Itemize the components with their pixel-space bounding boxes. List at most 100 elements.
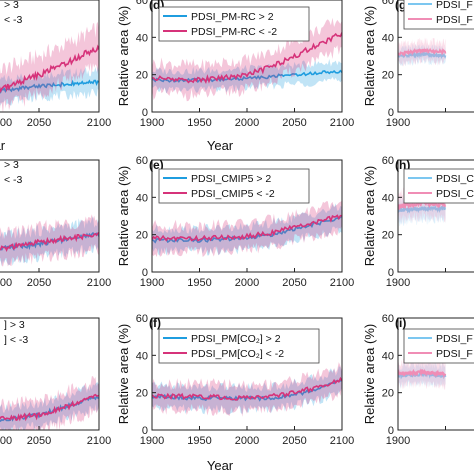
legend-label: PDSI_F [436, 14, 473, 26]
y-tick-label: 0 [142, 267, 148, 279]
series-line [398, 368, 447, 379]
y-tick-label: 40 [136, 192, 148, 204]
x-tick-label: 2050 [27, 277, 51, 289]
plot-area [0, 214, 99, 267]
y-tick-label: 0 [388, 107, 394, 119]
x-axis-label: Year [207, 458, 234, 473]
x-tick-label: 1900 [140, 277, 164, 289]
y-axis-label: Relative area (%) [116, 166, 131, 266]
legend-label: < -3 [4, 174, 23, 186]
y-tick-label: 60 [136, 313, 148, 325]
y-tick-label: 60 [382, 0, 394, 7]
y-tick-label: 20 [382, 70, 394, 82]
y-axis-label: Relative area (%) [116, 324, 131, 424]
x-tick-label: 1900 [140, 435, 164, 447]
legend-label: ] < -3 [4, 334, 28, 346]
legend-label: PDSI_PM-RC > 2 [191, 11, 274, 23]
x-tick-label: 1900 [386, 117, 410, 129]
legend: > 3 < -3 [4, 0, 23, 26]
y-tick-label: 20 [136, 230, 148, 242]
legend-label: PDSI_CMIP5 < -2 [191, 188, 275, 200]
panel-label: (e) [149, 158, 164, 172]
legend: PDSI_F PDSI_F [403, 328, 474, 364]
legend-label: < -3 [4, 14, 23, 26]
x-tick-label: 2050 [282, 117, 306, 129]
y-tick-label: 20 [382, 230, 394, 242]
plot-area [398, 356, 447, 390]
y-tick-label: 0 [388, 425, 394, 437]
legend: ] > 3] < -3 [4, 319, 28, 346]
panel-label: (h) [395, 158, 410, 172]
series-line [398, 49, 447, 60]
legend-box [403, 328, 474, 364]
legend-box [158, 6, 310, 42]
series-line [152, 376, 342, 401]
legend-label: PDSI_PM-RC < -2 [191, 26, 277, 38]
panel-4: 2050 2100 00 > 3 < -3 [0, 159, 111, 289]
x-tick-label: 2050 [282, 277, 306, 289]
y-axis-label: Relative area (%) [362, 6, 377, 106]
x-tick-label: 2100 [330, 435, 354, 447]
plot-area [0, 376, 99, 430]
x-tick-label: 2050 [27, 117, 51, 129]
legend-label: PDSI_C [436, 188, 474, 200]
x-tick-label: 2100 [330, 277, 354, 289]
legend-box [403, 168, 474, 204]
x-tick-label: 1950 [187, 277, 211, 289]
legend: > 3 < -3 [4, 159, 23, 186]
y-tick-label: 40 [382, 32, 394, 44]
x-tick-label: 1900 [386, 435, 410, 447]
series-band [152, 362, 342, 417]
series-band [152, 366, 342, 415]
series-band [152, 200, 342, 257]
panel-5: 0 20 40 60 1900 1950 2000 2050 2100 Relative area… [116, 155, 354, 289]
series-band [0, 214, 99, 267]
plot-area [152, 362, 342, 417]
y-tick-label: 60 [382, 155, 394, 167]
series-line [152, 32, 342, 85]
axes-frame [0, 317, 100, 431]
legend-label: PDSI_F [436, 333, 473, 345]
series-line [0, 79, 99, 94]
panel-label: (i) [395, 316, 406, 330]
panel-8: 0 20 40 60 1900 1950 2000 2050 2100 Relative area… [116, 313, 354, 473]
axes-frame [0, 0, 100, 113]
x-tick-label: 2000 [235, 277, 259, 289]
y-axis-label: Relative area (%) [116, 6, 131, 106]
y-tick-label: 20 [382, 388, 394, 400]
y-axis-label: Relative area (%) [362, 324, 377, 424]
series-line [398, 204, 446, 214]
y-tick-label: 60 [382, 313, 394, 325]
series-band [0, 66, 99, 106]
y-tick-label: 60 [136, 0, 148, 7]
legend: PDSI_F PDSI_F [403, 0, 474, 30]
x-axis-label: Year [207, 138, 234, 153]
plot-area [0, 21, 99, 112]
series-line [0, 393, 99, 422]
legend-label: PDSI_PM[CO₂] > 2 [191, 333, 281, 345]
series-line [0, 231, 99, 252]
x-tick-label: 2100 [87, 117, 111, 129]
y-tick-label: 40 [136, 32, 148, 44]
series-line [0, 44, 99, 94]
y-tick-label: 40 [382, 192, 394, 204]
y-tick-label: 40 [382, 350, 394, 362]
legend-label: > 3 [4, 0, 19, 11]
legend: PDSI_CMIP5 > 2 PDSI_CMIP5 < -2 [158, 168, 310, 204]
legend-box [158, 328, 320, 364]
legend-label: > 3 [4, 159, 19, 171]
y-tick-label: 60 [136, 155, 148, 167]
y-tick-label: 0 [142, 425, 148, 437]
x-tick-label: 00 [0, 435, 12, 447]
x-tick-label: 2100 [87, 435, 111, 447]
series-line [398, 47, 447, 58]
legend-label: PDSI_C [436, 173, 474, 185]
legend-label: PDSI_F [436, 348, 473, 360]
y-tick-label: 40 [136, 350, 148, 362]
legend: PDSI_PM[CO₂] > 2 PDSI_PM[CO₂] < -2 [158, 328, 320, 364]
panel-1: 2050 2100 00 Year > 3 < -3 [0, 0, 111, 153]
plot-area [152, 200, 342, 257]
